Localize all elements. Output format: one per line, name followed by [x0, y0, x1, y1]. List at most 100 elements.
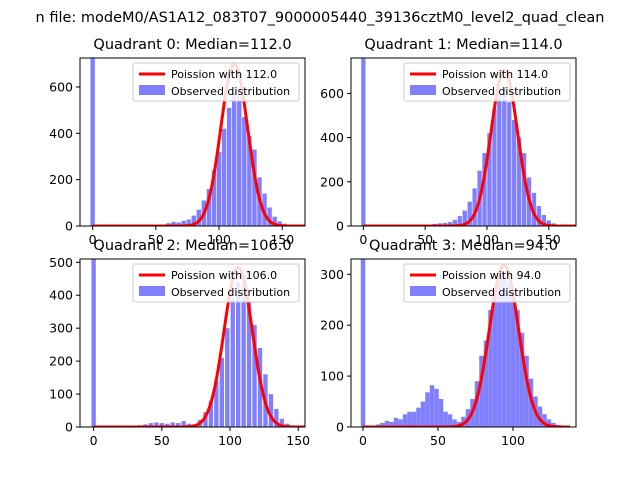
- figure-title: n file: modeM0/AS1A12_083T07_9000005440_…: [36, 10, 605, 26]
- histogram-bar: [176, 423, 181, 427]
- legend-observed-label: Observed distribution: [442, 286, 561, 299]
- y-tick-label: 600: [320, 86, 344, 101]
- x-tick-label: 50: [417, 232, 433, 247]
- y-tick-label: 200: [49, 172, 73, 187]
- histogram-bar: [510, 297, 516, 427]
- y-tick-label: 400: [49, 288, 73, 303]
- histogram-bar: [512, 119, 517, 226]
- histogram-bar: [191, 215, 196, 226]
- legend: Poission with 114.0 Observed distribution: [403, 62, 571, 102]
- histogram-bar: [159, 423, 164, 427]
- histogram-bar: [515, 309, 520, 427]
- histogram-bar: [497, 279, 502, 427]
- y-tick-label: 200: [320, 174, 344, 189]
- subplot-title: Quadrant 0: Median=112.0: [93, 37, 291, 53]
- histogram-bar: [482, 153, 487, 226]
- histogram-bar: [425, 392, 430, 427]
- legend: Poission with 94.0 Observed distribution: [403, 263, 571, 303]
- axes-frame: [350, 57, 577, 227]
- histogram-bar: [542, 414, 547, 427]
- legend-box: [403, 263, 571, 303]
- histogram-bar: [447, 414, 453, 427]
- legend: Poission with 106.0 Observed distribution: [132, 263, 300, 303]
- x-tick-label: 0: [89, 232, 97, 247]
- histogram-bar: [442, 222, 448, 226]
- histogram-bar: [252, 149, 257, 226]
- x-tick-label: 0: [359, 232, 367, 247]
- histogram-bar: [267, 207, 272, 226]
- legend-observed-label: Observed distribution: [442, 85, 561, 98]
- histogram-bar: [380, 422, 385, 427]
- histogram-bar: [237, 96, 242, 226]
- histogram-bar: [407, 411, 412, 427]
- histogram-bar: [429, 385, 435, 427]
- histogram-bar: [524, 355, 529, 427]
- legend-patch-swatch: [139, 85, 165, 95]
- histogram-bar: [507, 102, 512, 226]
- histogram-bar: [457, 216, 462, 226]
- histogram-bar: [467, 201, 472, 226]
- histogram-bar: [462, 210, 467, 226]
- axes-frame: [79, 258, 306, 428]
- x-tick-label: 0: [90, 433, 98, 448]
- y-tick-label: 300: [320, 267, 344, 282]
- histogram-bar: [247, 135, 252, 226]
- y-tick-label: 400: [49, 126, 73, 141]
- histogram-bar: [411, 411, 417, 427]
- histogram-bar: [226, 107, 232, 226]
- histogram-bar: [488, 309, 493, 427]
- legend: Poission with 112.0 Observed distribution: [132, 62, 300, 102]
- x-tick-label: 150: [537, 232, 561, 247]
- legend-poisson-label: Poission with 112.0: [171, 68, 277, 81]
- histogram-bar: [519, 332, 525, 427]
- x-tick-label: 150: [286, 433, 310, 448]
- histogram-bar: [176, 222, 181, 226]
- x-tick-label: 100: [207, 232, 231, 247]
- x-tick-label: 100: [475, 232, 499, 247]
- legend-box: [132, 263, 300, 303]
- legend-observed-label: Observed distribution: [171, 286, 290, 299]
- histogram-bar: [221, 128, 227, 226]
- histogram-bar: [472, 188, 477, 226]
- plot-area-3: [360, 259, 571, 427]
- histogram-bar: [420, 401, 426, 427]
- legend-box: [403, 62, 571, 102]
- histogram-bar: [268, 394, 274, 427]
- subplot-3: 0 50 100 0 100 200 300 Quadrant 3: Median=94.0 P…: [320, 238, 577, 448]
- histogram-bar: [196, 209, 202, 226]
- plot-area-2: [91, 259, 305, 427]
- histogram-bar: [531, 192, 537, 226]
- histogram-bar: [541, 214, 547, 226]
- y-tick-label: 100: [320, 369, 344, 384]
- histogram-bar: [230, 298, 235, 427]
- histogram-bar: [398, 419, 403, 427]
- legend-patch-swatch: [410, 85, 436, 95]
- y-tick-label: 200: [49, 354, 73, 369]
- legend-patch-swatch: [139, 286, 165, 296]
- x-tick-label: 100: [218, 433, 242, 448]
- subplot-1: 0 50 100 150 0 200 400 600 Quadrant 1: Median=11…: [320, 37, 577, 247]
- y-tick-label: 300: [49, 321, 73, 336]
- histogram-bar: [506, 281, 511, 427]
- histogram-bar: [546, 419, 552, 427]
- histogram-bar: [274, 408, 279, 427]
- subplots: 0 50 100 150 0 200 400 600 Quadrant 0: Median=11…: [49, 37, 577, 448]
- poisson-line: [362, 263, 571, 427]
- histogram-bar: [452, 219, 458, 226]
- y-tick-label: 200: [320, 318, 344, 333]
- histogram-bar: [208, 400, 214, 427]
- histogram-bar: [502, 86, 507, 226]
- histogram-bar: [452, 419, 457, 427]
- y-tick-label: 0: [65, 420, 73, 435]
- histogram-bar: [148, 423, 154, 427]
- histogram-bar: [90, 58, 95, 226]
- histogram-bar: [492, 292, 498, 427]
- histogram-bar: [232, 91, 237, 226]
- histogram-bar: [214, 380, 219, 427]
- histogram-bar: [165, 423, 170, 427]
- legend-poisson-label: Poission with 94.0: [442, 269, 541, 282]
- histogram-bar: [536, 206, 542, 226]
- y-tick-label: 0: [65, 219, 73, 234]
- histogram-bar: [443, 411, 448, 427]
